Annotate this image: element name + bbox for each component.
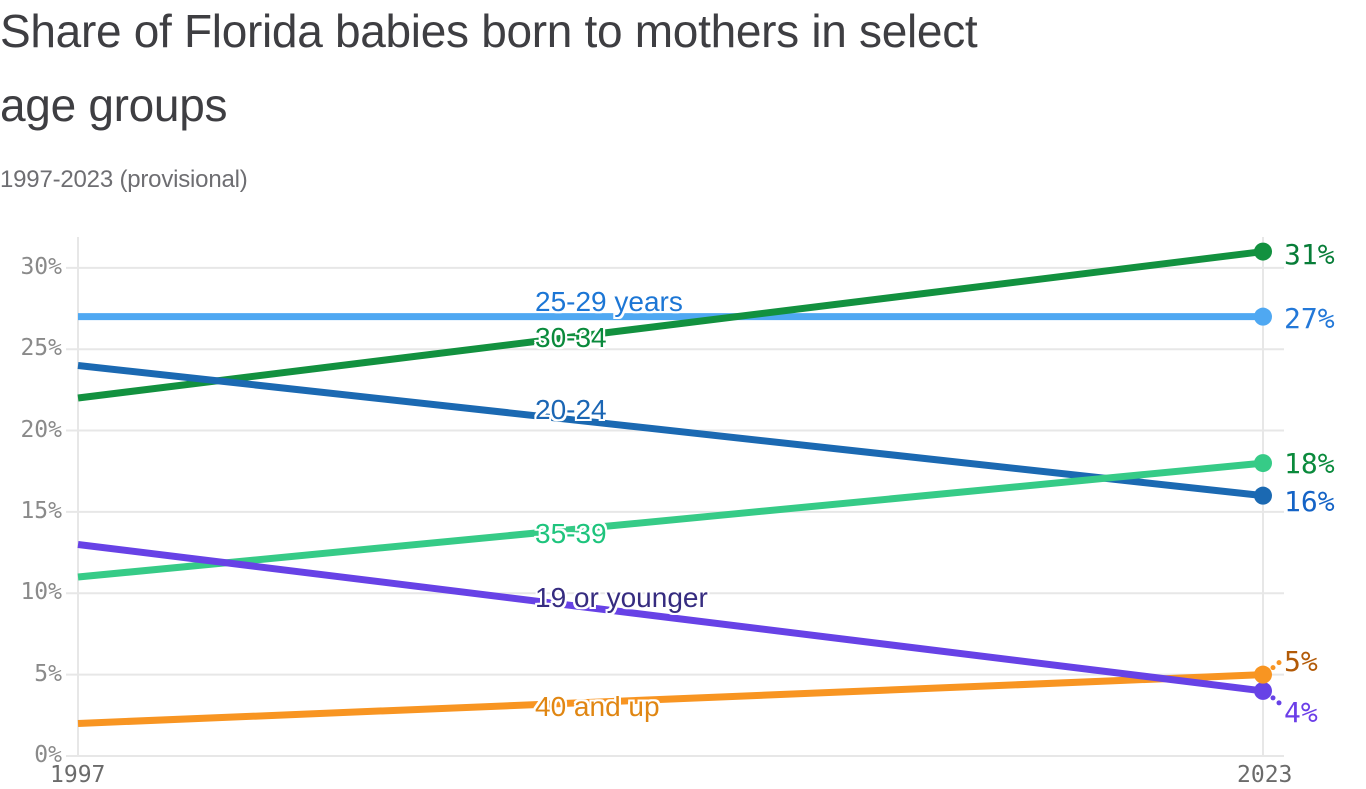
series-end-value-35-39: 18% [1284, 447, 1335, 481]
leader-dot-19-or-younger-1 [1276, 700, 1282, 706]
series-end-value-20-24: 16% [1284, 484, 1335, 518]
leader-dot-40-and-up-0 [1270, 665, 1276, 671]
series-line-20-24 [77, 361, 1264, 500]
line-chart-plot [66, 237, 1284, 757]
series-end-dot-30-34 [1254, 242, 1272, 261]
series-label-40-and-up: 40 and up [535, 691, 660, 722]
chart-page: Share of Florida babies born to mothers … [0, 0, 1335, 788]
series-end-dot-25-29-years [1254, 307, 1272, 326]
y-axis-tick-label: 30% [20, 253, 62, 280]
series-end-dot-35-39 [1254, 454, 1272, 473]
series-end-value-19-or-younger: 4% [1284, 695, 1318, 729]
series-end-value-40-and-up: 5% [1284, 644, 1318, 678]
series-label-35-39: 35-39 [535, 518, 607, 549]
leader-dot-40-and-up-1 [1276, 660, 1282, 666]
y-axis-tick-label: 25% [20, 335, 62, 362]
series-end-value-25-29-years: 27% [1284, 301, 1335, 335]
y-axis-tick-label: 5% [34, 660, 62, 687]
series-line-35-39 [77, 459, 1264, 581]
chart-title-line2: age groups [0, 79, 228, 131]
chart-subtitle: 1997-2023 (provisional) [0, 166, 248, 193]
series-end-dot-40-and-up [1254, 665, 1272, 684]
series-label-25-29-years: 25-29 years [535, 286, 683, 317]
series-end-value-30-34: 31% [1284, 237, 1335, 271]
y-axis-tick-label: 0% [34, 742, 62, 768]
x-axis-tick-label: 1997 [50, 762, 106, 788]
y-axis-tick-label: 20% [20, 416, 62, 443]
leader-dot-19-or-younger-0 [1270, 695, 1276, 701]
series-label-30-34: 30-34 [535, 322, 607, 353]
series-line-40-and-up [77, 671, 1264, 727]
series-end-dot-19-or-younger [1254, 681, 1272, 700]
y-axis-tick-label: 10% [20, 579, 62, 606]
series-end-dot-20-24 [1254, 486, 1272, 505]
chart-title-line1: Share of Florida babies born to mothers … [0, 5, 978, 57]
chart-title: Share of Florida babies born to mothers … [0, 0, 978, 142]
series-line-30-34 [77, 248, 1264, 402]
series-line-19-or-younger [77, 540, 1264, 695]
y-axis-tick-label: 15% [20, 497, 62, 524]
series-label-20-24: 20-24 [535, 394, 607, 425]
x-axis-tick-label: 2023 [1237, 762, 1293, 788]
series-label-19-or-younger: 19 or younger [535, 582, 708, 613]
